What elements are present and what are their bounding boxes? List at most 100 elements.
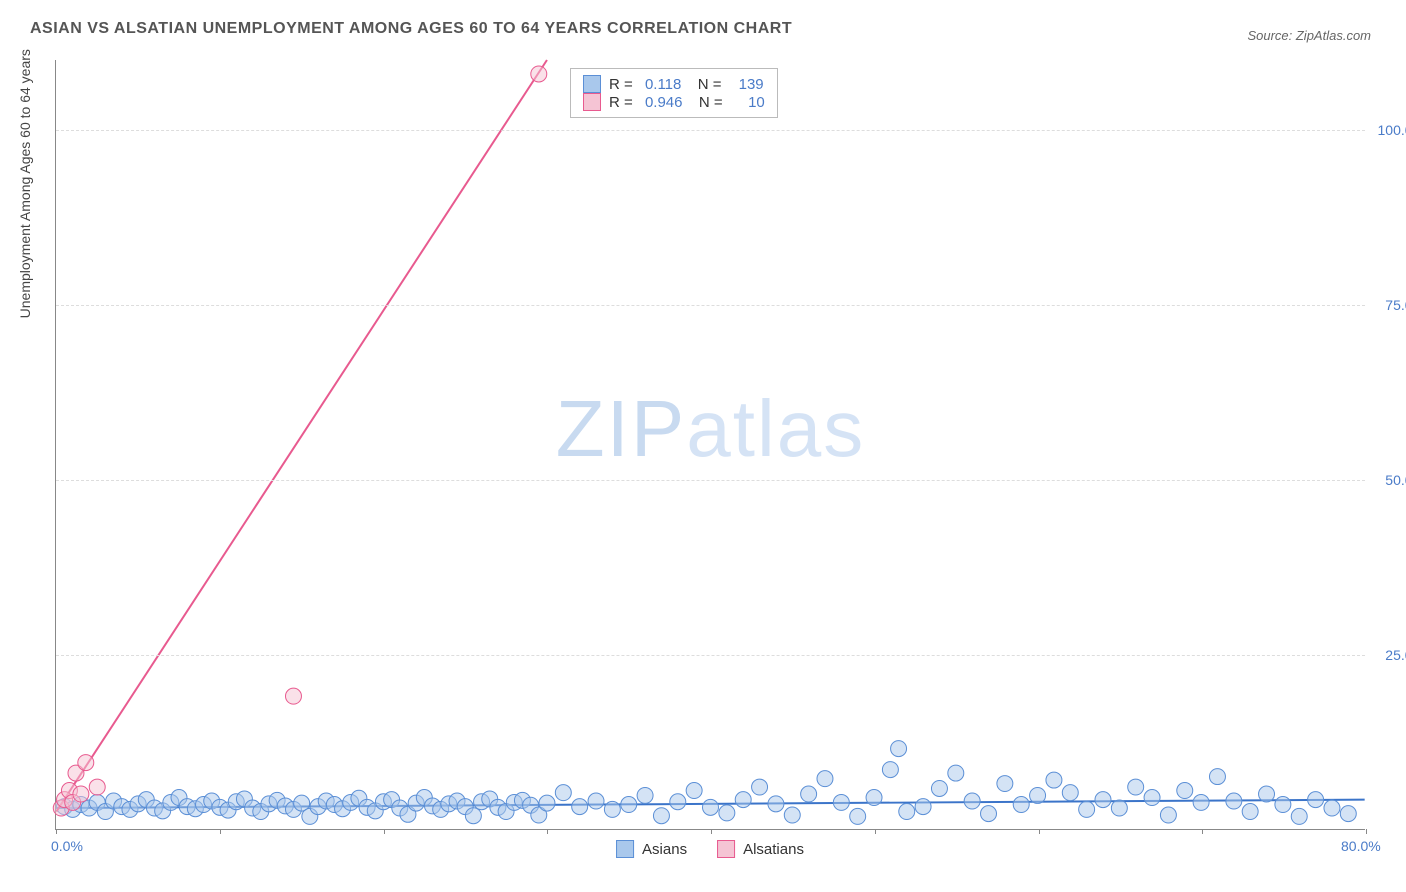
data-point — [1209, 769, 1225, 785]
series-legend-label: Asians — [642, 841, 687, 858]
chart-container: ASIAN VS ALSATIAN UNEMPLOYMENT AMONG AGE… — [0, 0, 1406, 892]
data-point — [1013, 797, 1029, 813]
data-point — [1259, 786, 1275, 802]
gridline — [56, 480, 1365, 481]
data-point — [882, 762, 898, 778]
legend-n-value: 139 — [734, 76, 764, 93]
x-tick — [220, 829, 221, 834]
data-point — [539, 795, 555, 811]
y-tick-label: 25.0% — [1385, 647, 1406, 663]
legend-n-value: 10 — [735, 94, 765, 111]
gridline — [56, 655, 1365, 656]
y-tick-label: 100.0% — [1378, 122, 1406, 138]
data-point — [817, 771, 833, 787]
data-point — [1340, 806, 1356, 822]
data-point — [981, 806, 997, 822]
data-point — [850, 808, 866, 824]
chart-area: Unemployment Among Ages 60 to 64 years Z… — [55, 60, 1365, 830]
data-point — [604, 801, 620, 817]
data-point — [1079, 801, 1095, 817]
data-point — [1324, 800, 1340, 816]
x-tick — [1202, 829, 1203, 834]
series-legend-label: Alsatians — [743, 841, 804, 858]
series-legend: Asians Alsatians — [616, 840, 804, 858]
legend-n-label: N = — [689, 76, 725, 93]
x-tick — [56, 829, 57, 834]
data-point — [735, 792, 751, 808]
legend-swatch — [583, 93, 601, 111]
legend-swatch — [583, 75, 601, 93]
x-tick — [875, 829, 876, 834]
legend-r-label: R = — [609, 76, 637, 93]
data-point — [891, 741, 907, 757]
data-point — [531, 66, 547, 82]
data-point — [1095, 792, 1111, 808]
data-point — [931, 780, 947, 796]
plot-region: ZIPatlas 25.0%50.0%75.0%100.0%0.0%80.0% — [55, 60, 1365, 830]
data-point — [1046, 772, 1062, 788]
data-point — [1062, 785, 1078, 801]
data-point — [555, 785, 571, 801]
legend-n-label: N = — [690, 94, 726, 111]
data-point — [752, 779, 768, 795]
data-point — [1128, 779, 1144, 795]
data-point — [670, 794, 686, 810]
x-tick-label: 0.0% — [51, 838, 83, 854]
x-tick-label: 80.0% — [1341, 838, 1381, 854]
data-point — [948, 765, 964, 781]
legend-r-label: R = — [609, 94, 637, 111]
legend-r-value: 0.946 — [645, 94, 683, 111]
data-point — [1291, 808, 1307, 824]
data-point — [637, 787, 653, 803]
data-point — [73, 786, 89, 802]
source-attribution: Source: ZipAtlas.com — [1247, 28, 1371, 43]
y-tick-label: 75.0% — [1385, 297, 1406, 313]
data-point — [833, 794, 849, 810]
data-point — [866, 790, 882, 806]
data-point — [1193, 794, 1209, 810]
y-tick-label: 50.0% — [1385, 472, 1406, 488]
data-point — [588, 793, 604, 809]
data-point — [784, 807, 800, 823]
data-point — [915, 799, 931, 815]
trend-line — [56, 60, 547, 812]
stats-legend: R = 0.118 N = 139 R = 0.946 N = 10 — [570, 68, 778, 118]
chart-title: ASIAN VS ALSATIAN UNEMPLOYMENT AMONG AGE… — [30, 20, 1376, 38]
data-point — [1242, 804, 1258, 820]
stats-legend-row: R = 0.946 N = 10 — [583, 93, 765, 111]
data-point — [1144, 790, 1160, 806]
series-legend-item: Asians — [616, 840, 687, 858]
data-point — [899, 804, 915, 820]
data-point — [686, 783, 702, 799]
data-point — [1275, 797, 1291, 813]
data-point — [1160, 807, 1176, 823]
data-point — [465, 808, 481, 824]
y-axis-label: Unemployment Among Ages 60 to 64 years — [17, 49, 33, 318]
data-point — [285, 688, 301, 704]
data-point — [621, 797, 637, 813]
legend-swatch — [616, 840, 634, 858]
x-tick — [1366, 829, 1367, 834]
stats-legend-row: R = 0.118 N = 139 — [583, 75, 765, 93]
x-tick — [711, 829, 712, 834]
data-point — [572, 799, 588, 815]
series-legend-item: Alsatians — [717, 840, 804, 858]
x-tick — [384, 829, 385, 834]
legend-swatch — [717, 840, 735, 858]
plot-svg — [56, 60, 1365, 829]
x-tick — [547, 829, 548, 834]
data-point — [719, 805, 735, 821]
data-point — [768, 796, 784, 812]
data-point — [653, 808, 669, 824]
legend-r-value: 0.118 — [645, 76, 681, 93]
data-point — [78, 755, 94, 771]
data-point — [997, 776, 1013, 792]
data-point — [1226, 793, 1242, 809]
data-point — [1030, 787, 1046, 803]
data-point — [1177, 783, 1193, 799]
data-point — [801, 786, 817, 802]
x-tick — [1039, 829, 1040, 834]
data-point — [703, 799, 719, 815]
gridline — [56, 130, 1365, 131]
data-point — [964, 793, 980, 809]
